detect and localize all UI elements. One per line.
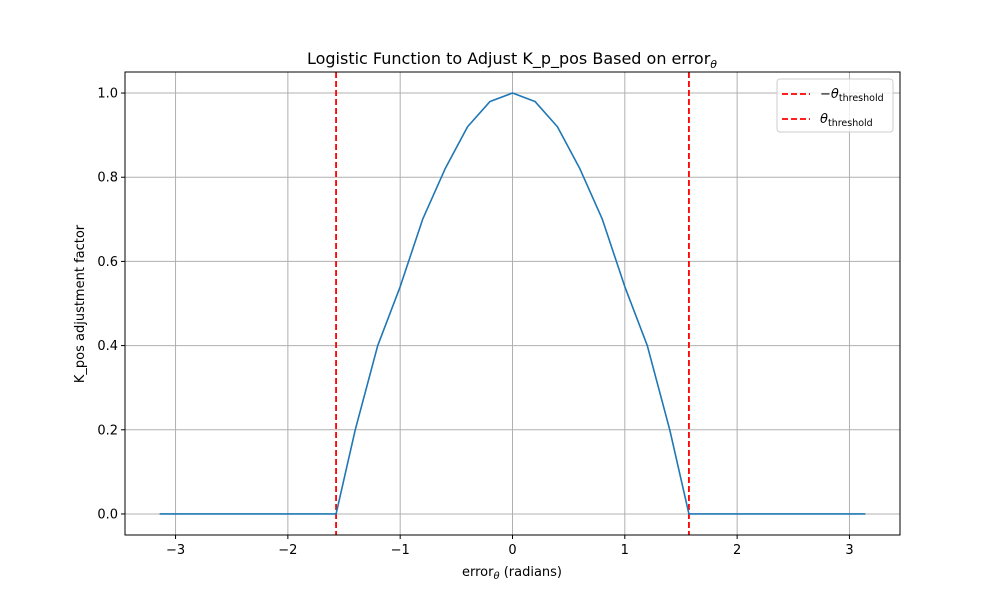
- x-tick-label: 3: [845, 543, 853, 558]
- series-line: [159, 92, 866, 515]
- y-tick-label: 0.2: [97, 423, 118, 438]
- y-tick-label: 0.0: [97, 507, 118, 522]
- x-axis-title-subscript: θ: [493, 571, 499, 582]
- x-axis-title: errorθ (radians): [462, 565, 562, 582]
- legend-label-prefix: −: [820, 87, 831, 102]
- y-tick-label: 1.0: [97, 87, 118, 102]
- chart-title-subscript: θ: [710, 58, 717, 71]
- y-axis-ticks: 0.0 0.2 0.4 0.6 0.8 1.0: [97, 87, 125, 522]
- chart-title-text: Logistic Function to Adjust K_p_pos Base…: [307, 49, 711, 69]
- x-tick-label: 1: [621, 543, 629, 558]
- series: [159, 92, 866, 515]
- y-tick-label: 0.6: [97, 255, 118, 270]
- y-axis-title: K_pos adjustment factor: [73, 224, 88, 383]
- x-axis-ticks: −3 −2 −1 0 1 2 3: [166, 535, 854, 558]
- legend-label-subscript: threshold: [828, 118, 873, 129]
- x-axis-title-suffix: (radians): [500, 565, 562, 580]
- chart-title: Logistic Function to Adjust K_p_pos Base…: [307, 49, 717, 71]
- x-axis-title-text: error: [462, 565, 494, 580]
- y-tick-label: 0.8: [97, 171, 118, 186]
- y-tick-label: 0.4: [97, 339, 118, 354]
- legend-label-subscript: threshold: [839, 93, 884, 104]
- legend-label-symbol: θ: [831, 87, 839, 102]
- x-tick-label: −1: [391, 543, 410, 558]
- legend-label-symbol: θ: [820, 112, 828, 127]
- legend-label: θthreshold: [820, 112, 873, 129]
- threshold-lines: [335, 72, 690, 535]
- legend-label: −θthreshold: [820, 87, 884, 104]
- x-tick-label: −3: [166, 543, 185, 558]
- x-tick-label: 2: [733, 543, 741, 558]
- x-tick-label: −2: [278, 543, 297, 558]
- x-tick-label: 0: [508, 543, 516, 558]
